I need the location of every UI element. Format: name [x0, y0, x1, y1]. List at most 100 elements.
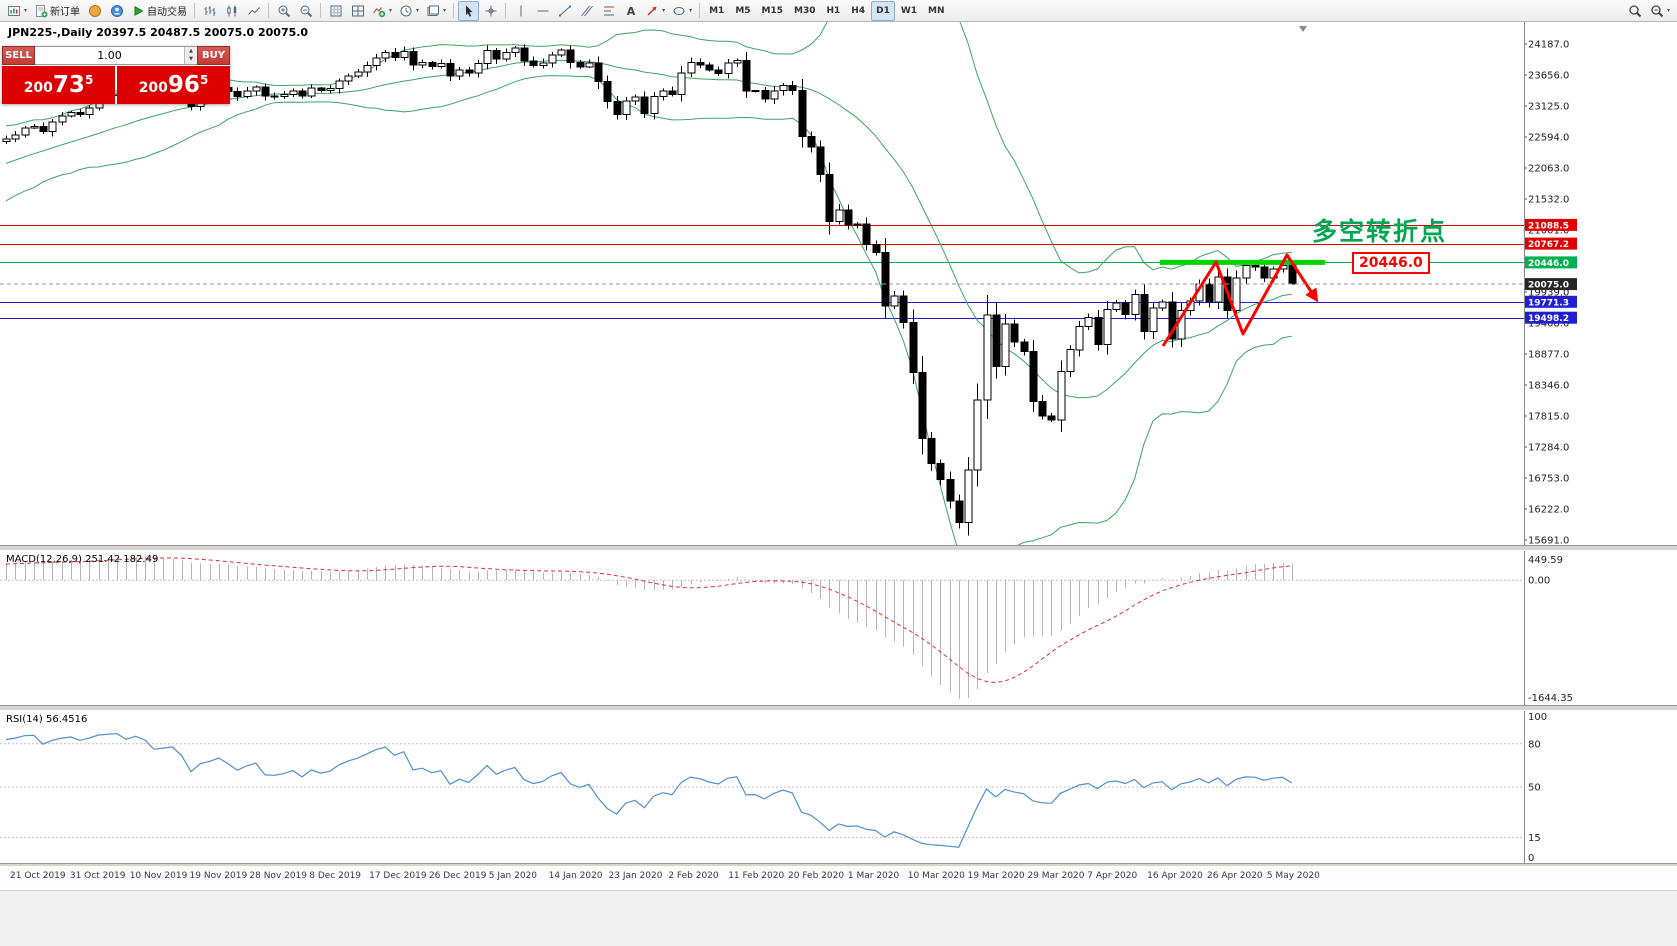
shapes-button[interactable]: ▾ [669, 1, 695, 21]
buy-button[interactable]: BUY [197, 46, 230, 65]
svg-text:22063.0: 22063.0 [1528, 164, 1569, 175]
mql5-button[interactable] [84, 1, 105, 21]
svg-text:50: 50 [1528, 783, 1541, 794]
svg-text:0: 0 [1528, 853, 1534, 863]
timeframe-m30-button[interactable]: M30 [789, 1, 820, 21]
svg-text:-1644.35: -1644.35 [1528, 693, 1573, 704]
date-label: 8 Dec 2019 [309, 871, 362, 881]
date-label: 29 Mar 2020 [1027, 871, 1085, 881]
horizontal-line-button[interactable] [532, 1, 553, 21]
channel-button[interactable] [576, 1, 597, 21]
text-tool-button[interactable]: A [620, 1, 641, 21]
periods-button[interactable]: ▾ [396, 1, 422, 21]
chart-candles-button[interactable] [221, 1, 242, 21]
crosshair-button[interactable] [480, 1, 501, 21]
timeframe-mn-button[interactable]: MN [923, 1, 950, 21]
timeframe-d1-button[interactable]: D1 [871, 0, 895, 21]
date-label: 20 Feb 2020 [788, 871, 845, 881]
price-axis-labels[interactable]: 24187.0 23656.0 23125.0 22594.0 22063.0 21532… [1524, 40, 1569, 545]
panel-divider[interactable] [0, 705, 1677, 711]
volume-input[interactable] [35, 47, 184, 64]
toolbar-separator [320, 3, 322, 18]
date-label: 17 Dec 2019 [369, 871, 427, 881]
vertical-line-button[interactable] [510, 1, 531, 21]
date-label: 26 Dec 2019 [428, 871, 487, 881]
price-callout-box[interactable]: 20446.0 [1352, 252, 1430, 274]
timeframe-h1-button[interactable]: H1 [822, 1, 846, 21]
search-icon [1629, 4, 1642, 17]
chart-symbol-label: JPN225-,Daily [8, 26, 93, 39]
main-chart[interactable]: 24187.0 23656.0 23125.0 22594.0 22063.0 21532… [0, 22, 1677, 545]
tile-windows-button[interactable] [347, 1, 368, 21]
community-icon [110, 4, 123, 17]
turning-point-annotation[interactable]: 多空转折点 [1312, 217, 1448, 246]
autotrading-icon [134, 5, 144, 16]
svg-text:21532.0: 21532.0 [1528, 194, 1569, 205]
search-button[interactable] [1625, 1, 1646, 21]
chart-ohlc-values: 20397.5 20487.5 20075.0 20075.0 [96, 26, 309, 39]
timeframe-h4-button[interactable]: H4 [846, 1, 870, 21]
crosshair-icon [485, 5, 497, 16]
buy-price-frac: 5 [199, 73, 209, 87]
shift-marker-icon[interactable] [1299, 26, 1307, 32]
svg-text:22594.0: 22594.0 [1528, 133, 1569, 144]
grid-button[interactable] [325, 1, 346, 21]
chart-annotations[interactable] [1160, 253, 1325, 347]
trendline-button[interactable] [554, 1, 575, 21]
svg-text:16222.0: 16222.0 [1528, 504, 1569, 515]
date-label: 5 May 2020 [1266, 871, 1320, 881]
timeframe-group: M1 M5 M15 M30 H1 H4 D1 W1 MN [704, 0, 950, 21]
volume-down-button[interactable]: ▼ [185, 55, 197, 64]
text-tool-icon: A [626, 5, 635, 18]
sell-price-box[interactable]: 200 73 5 [2, 66, 115, 104]
toolbar-separator [505, 3, 507, 18]
panel-divider[interactable] [0, 863, 1677, 867]
cursor-button[interactable] [458, 0, 480, 21]
symbol-search-button[interactable]: ▾ [1647, 1, 1673, 21]
svg-text:23656.0: 23656.0 [1528, 71, 1569, 82]
timeframe-m1-button[interactable]: M1 [704, 1, 729, 21]
templates-button[interactable]: ▾ [423, 1, 449, 21]
timeframe-w1-button[interactable]: W1 [896, 1, 922, 21]
macd-indicator-label: MACD(12,26,9) 251.42 182.49 [6, 554, 158, 565]
buy-price-box[interactable]: 200 96 5 [117, 66, 230, 104]
svg-text:19939.0: 19939.0 [1528, 287, 1569, 298]
fibonacci-button[interactable] [598, 1, 619, 21]
date-label: 19 Mar 2020 [967, 871, 1025, 881]
panel-divider[interactable] [0, 545, 1677, 551]
chart-bars-button[interactable] [199, 1, 220, 21]
toolbar-separator [194, 3, 196, 18]
sell-button[interactable]: SELL [2, 46, 35, 65]
caret-icon: ▾ [443, 7, 447, 14]
community-button[interactable] [106, 1, 127, 21]
caret-icon: ▾ [662, 7, 666, 14]
chart-line-button[interactable] [243, 1, 264, 21]
rsi-panel[interactable]: 100 80 50 15 0 [0, 711, 1677, 863]
date-label: 19 Nov 2019 [189, 871, 248, 881]
symbol-search-icon [1651, 4, 1664, 17]
zoom-out-button[interactable] [295, 1, 316, 21]
arrows-button[interactable]: ▾ [642, 1, 668, 21]
channel-icon [580, 5, 593, 16]
timeframe-m5-button[interactable]: M5 [730, 1, 755, 21]
svg-text:21088.5: 21088.5 [1528, 221, 1569, 231]
svg-text:20446.0: 20446.0 [1528, 259, 1569, 269]
new-chart-button[interactable]: ▾ [4, 1, 30, 21]
indicators-button[interactable]: ▾ [369, 1, 395, 21]
zoom-in-button[interactable] [273, 1, 294, 21]
svg-text:19498.2: 19498.2 [1528, 314, 1569, 324]
bottom-strip [0, 890, 1677, 946]
svg-text:18346.0: 18346.0 [1528, 380, 1569, 391]
svg-text:449.59: 449.59 [1528, 555, 1563, 566]
date-axis[interactable]: 21 Oct 2019 31 Oct 2019 10 Nov 2019 19 Nov … [0, 867, 1677, 890]
toolbar-separator [453, 3, 455, 18]
chart-title: JPN225-,Daily 20397.5 20487.5 20075.0 20… [8, 26, 308, 39]
new-order-icon [36, 4, 48, 17]
new-order-button[interactable]: 新订单 [31, 1, 83, 21]
autotrading-button[interactable]: 自动交易 [128, 1, 190, 21]
caret-icon: ▾ [24, 7, 28, 14]
timeframe-m15-button[interactable]: M15 [757, 1, 788, 21]
templates-icon [427, 5, 440, 16]
volume-up-button[interactable]: ▲ [185, 47, 197, 56]
macd-panel[interactable]: 449.59 0.00 -1644.35 [0, 551, 1677, 705]
